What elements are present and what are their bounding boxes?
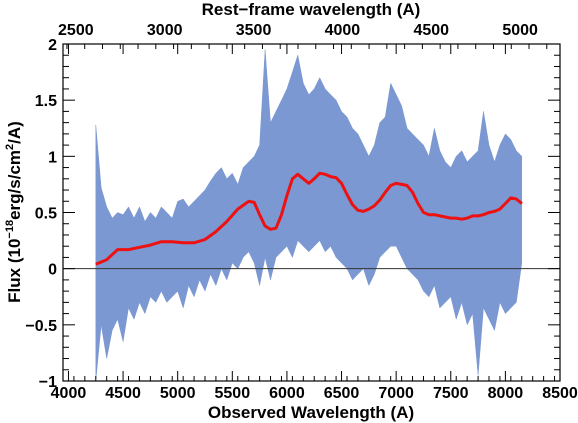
y-tick-label: 0 [48,262,57,279]
top-x-tick-label: 4500 [413,22,449,39]
top-axis-title: Rest−frame wavelength (A) [202,0,421,19]
top-x-tick-label: 3500 [236,22,272,39]
x-tick-label: 4000 [51,385,87,402]
data-group [63,49,560,382]
y-axis-title: Flux (10−18erg/s/cm2/A) [4,121,24,303]
x-tick-label: 8000 [488,385,524,402]
y-axis-title-exponent: −18 [4,220,16,239]
y-tick-label: −0.5 [25,318,57,335]
y-axis-title-unit: erg/s/cm [5,150,24,220]
y-axis-title-suffix: /A) [5,121,24,144]
x-tick-label: 7500 [433,385,469,402]
y-tick-label: −1 [39,374,57,391]
y-axis-title-exponent-2: 2 [4,144,16,150]
x-tick-label: 6500 [324,385,360,402]
top-x-tick-label: 4000 [325,22,361,39]
x-tick-label: 6000 [269,385,305,402]
y-tick-label: 1.5 [35,93,57,110]
x-tick-label: 5000 [160,385,196,402]
tick-labels-group: 4000 4500 5000 5500 6000 6500 7000 7500 8000 8500… [25,22,577,402]
y-axis-title-prefix: Flux (10 [5,239,24,303]
x-tick-label: 5500 [215,385,251,402]
y-tick-label: 1 [48,149,57,166]
x-tick-label: 8500 [542,385,578,402]
x-axis-title: Observed Wavelength (A) [208,403,414,422]
model-curve [95,171,523,266]
y-tick-label: 2 [48,37,57,54]
y-tick-label: 0.5 [35,206,57,223]
top-x-tick-label: 2500 [58,22,94,39]
x-tick-label: 4500 [105,385,141,402]
ticks-group [62,43,561,382]
top-x-tick-label: 3000 [147,22,183,39]
x-tick-label: 7000 [378,385,414,402]
top-x-tick-label: 5000 [502,22,538,39]
spectrum-band [95,49,523,382]
